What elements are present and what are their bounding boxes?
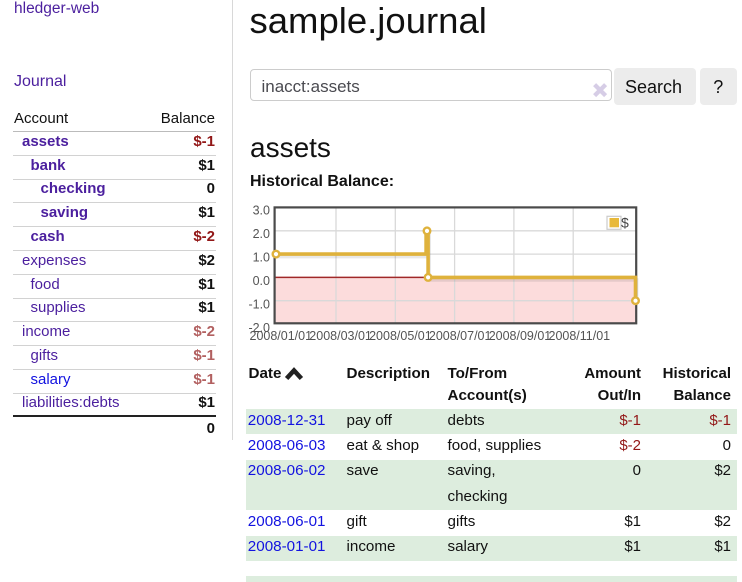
svg-text:0.0: 0.0	[253, 274, 270, 288]
svg-text:3.0: 3.0	[253, 204, 270, 218]
svg-text:$: $	[621, 215, 629, 231]
svg-text:2008/07/01: 2008/07/01	[429, 329, 492, 343]
svg-text:-1.0: -1.0	[248, 298, 270, 312]
svg-text:2008/11/01: 2008/11/01	[549, 329, 611, 343]
svg-text:-2.0: -2.0	[248, 321, 270, 335]
svg-text:2008/03/01: 2008/03/01	[309, 329, 372, 343]
svg-text:2008/05/01: 2008/05/01	[369, 329, 432, 343]
svg-text:2008/01/01: 2008/01/01	[250, 329, 313, 343]
svg-text:2.0: 2.0	[253, 227, 270, 241]
svg-text:2008/09/01: 2008/09/01	[489, 329, 552, 343]
svg-text:1.0: 1.0	[253, 251, 270, 265]
